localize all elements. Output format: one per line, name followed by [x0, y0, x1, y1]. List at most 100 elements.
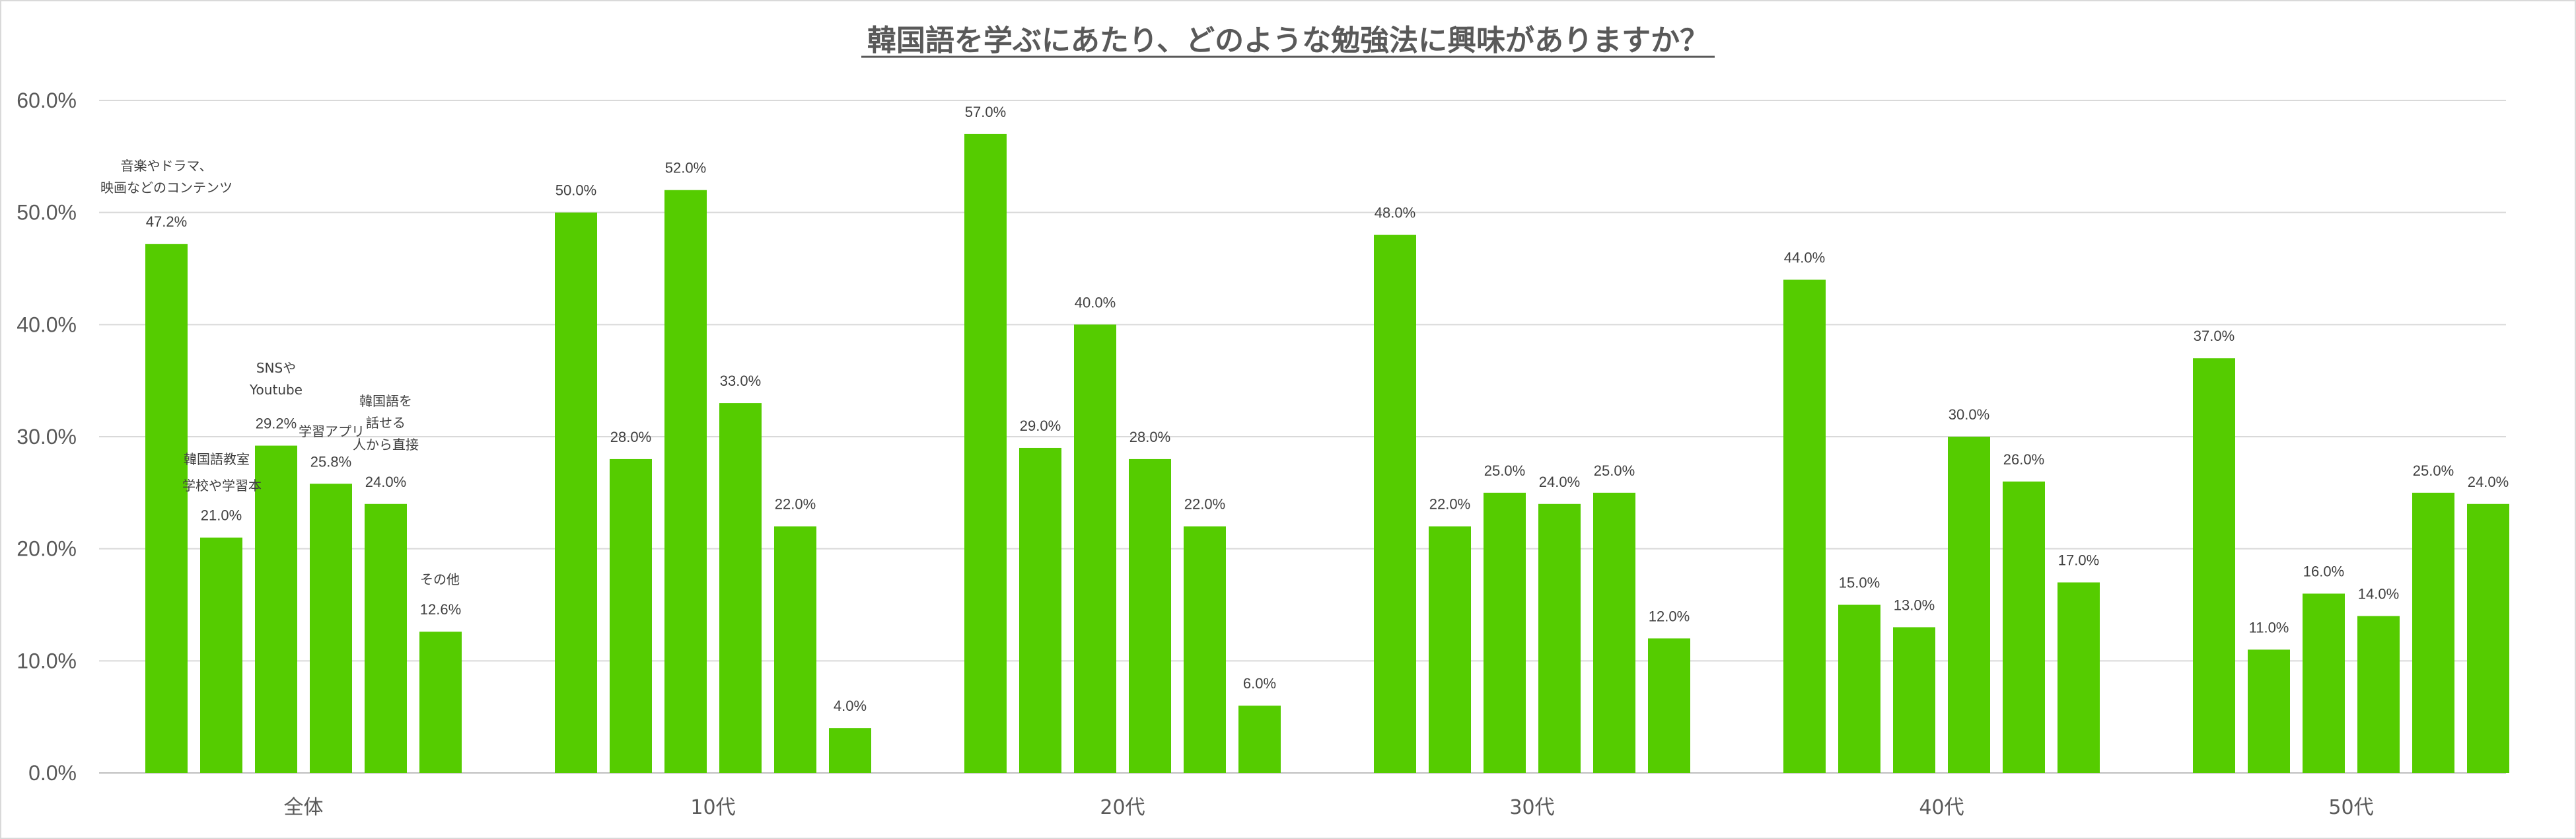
series-annotation: 人から直接: [353, 437, 419, 453]
bar: [1129, 458, 1171, 773]
data-label: 14.0%: [2358, 585, 2399, 602]
bar: [1184, 526, 1226, 773]
bar: [829, 728, 871, 773]
chart-title: 韓国語を学ぶにあたり、どのような勉強法に興味がありますか？: [867, 24, 1709, 57]
data-label: 12.0%: [1649, 608, 1690, 624]
series-annotation: その他: [420, 571, 460, 587]
series-annotation: 韓国語教室: [184, 451, 250, 467]
bar: [610, 458, 652, 773]
data-label: 17.0%: [2058, 552, 2099, 569]
data-label: 52.0%: [665, 160, 706, 176]
series-annotation: Youtube: [249, 382, 303, 398]
bars: [145, 133, 2509, 774]
data-label: 25.0%: [2413, 462, 2454, 479]
category-label: 20代: [1100, 796, 1145, 819]
data-label: 6.0%: [1243, 675, 1276, 692]
bar: [1238, 706, 1281, 773]
bar: [310, 484, 352, 773]
data-label: 57.0%: [965, 104, 1006, 120]
bar: [1538, 503, 1581, 773]
bar: [255, 445, 297, 773]
bar: [2248, 649, 2290, 773]
data-label: 12.6%: [420, 601, 461, 618]
y-tick-label: 30.0%: [17, 425, 77, 449]
data-label: 40.0%: [1075, 294, 1116, 310]
y-tick-label: 20.0%: [17, 537, 77, 561]
bar: [1019, 447, 1061, 773]
category-label: 10代: [690, 796, 735, 819]
category-label: 全体: [284, 796, 324, 819]
y-tick-label: 40.0%: [17, 312, 77, 336]
data-label: 24.0%: [365, 474, 406, 490]
bar: [2412, 492, 2454, 773]
data-label: 22.0%: [775, 496, 816, 513]
bar: [555, 212, 597, 774]
bar: [1429, 526, 1471, 773]
x-axis-categories: 全体 10代 20代 30代 40代 50代: [284, 796, 2374, 819]
bar: [2193, 358, 2235, 773]
bar: [1593, 492, 1635, 773]
data-label: 15.0%: [1839, 575, 1880, 591]
bar: [1893, 627, 1935, 773]
category-label: 30代: [1509, 796, 1554, 819]
series-annotation: 学校や学習本: [182, 478, 262, 493]
data-label: 13.0%: [1894, 597, 1935, 613]
bar: [2303, 593, 2345, 773]
bar: [719, 403, 762, 773]
data-label: 16.0%: [2303, 564, 2344, 580]
bar: [1948, 437, 1990, 773]
bar: [964, 133, 1007, 773]
bar: [1484, 492, 1526, 773]
data-label: 25.0%: [1594, 462, 1635, 479]
data-label: 22.0%: [1429, 496, 1470, 513]
y-tick-label: 0.0%: [28, 761, 77, 785]
data-label: 25.8%: [310, 453, 351, 470]
y-tick-label: 10.0%: [17, 649, 77, 673]
data-label: 26.0%: [2003, 451, 2044, 468]
bar: [1838, 604, 1880, 773]
data-label: 29.2%: [256, 416, 297, 432]
bar: [2057, 582, 2100, 773]
data-label: 48.0%: [1375, 205, 1415, 221]
data-label: 29.0%: [1020, 418, 1061, 434]
data-label: 28.0%: [1129, 429, 1170, 445]
data-label: 21.0%: [201, 507, 242, 524]
category-label: 40代: [1919, 796, 1964, 819]
bar: [200, 537, 242, 773]
bar: [365, 503, 407, 773]
bar: [1374, 235, 1416, 774]
y-tick-label: 60.0%: [17, 89, 77, 112]
data-label: 24.0%: [1539, 474, 1580, 490]
bar: [419, 632, 462, 773]
data-label: 25.0%: [1484, 462, 1525, 479]
category-label: 50代: [2328, 796, 2373, 819]
y-axis-ticks: 0.0% 10.0% 20.0% 30.0% 40.0% 50.0% 60.0%: [17, 89, 77, 785]
data-label: 24.0%: [2468, 474, 2509, 490]
series-annotation: 映画などのコンテンツ: [100, 180, 233, 196]
series-annotation: SNSや: [256, 360, 296, 376]
data-label: 30.0%: [1949, 406, 1989, 423]
bar: [1648, 638, 1690, 773]
series-annotation: 話せる: [366, 415, 406, 431]
bar: [2003, 481, 2045, 773]
data-label: 50.0%: [555, 182, 596, 199]
data-label: 33.0%: [720, 373, 761, 389]
data-label: 47.2%: [146, 213, 187, 230]
data-label: 28.0%: [610, 429, 651, 445]
bar: [774, 526, 816, 773]
data-labels: 47.2% 21.0% 29.2% 25.8% 24.0% 12.6% 50.0% 28.0%…: [146, 104, 2509, 714]
bar: [2467, 503, 2509, 773]
bar: [2357, 616, 2400, 773]
bar: [1074, 324, 1116, 773]
data-label: 4.0%: [834, 698, 867, 714]
data-label: 44.0%: [1784, 249, 1825, 266]
bar: [145, 244, 188, 773]
gridlines: [99, 100, 2506, 774]
y-tick-label: 50.0%: [17, 201, 77, 225]
series-annotation: 韓国語を: [359, 393, 412, 409]
series-annotation: 音楽やドラマ、: [121, 158, 213, 174]
data-label: 11.0%: [2249, 619, 2289, 636]
